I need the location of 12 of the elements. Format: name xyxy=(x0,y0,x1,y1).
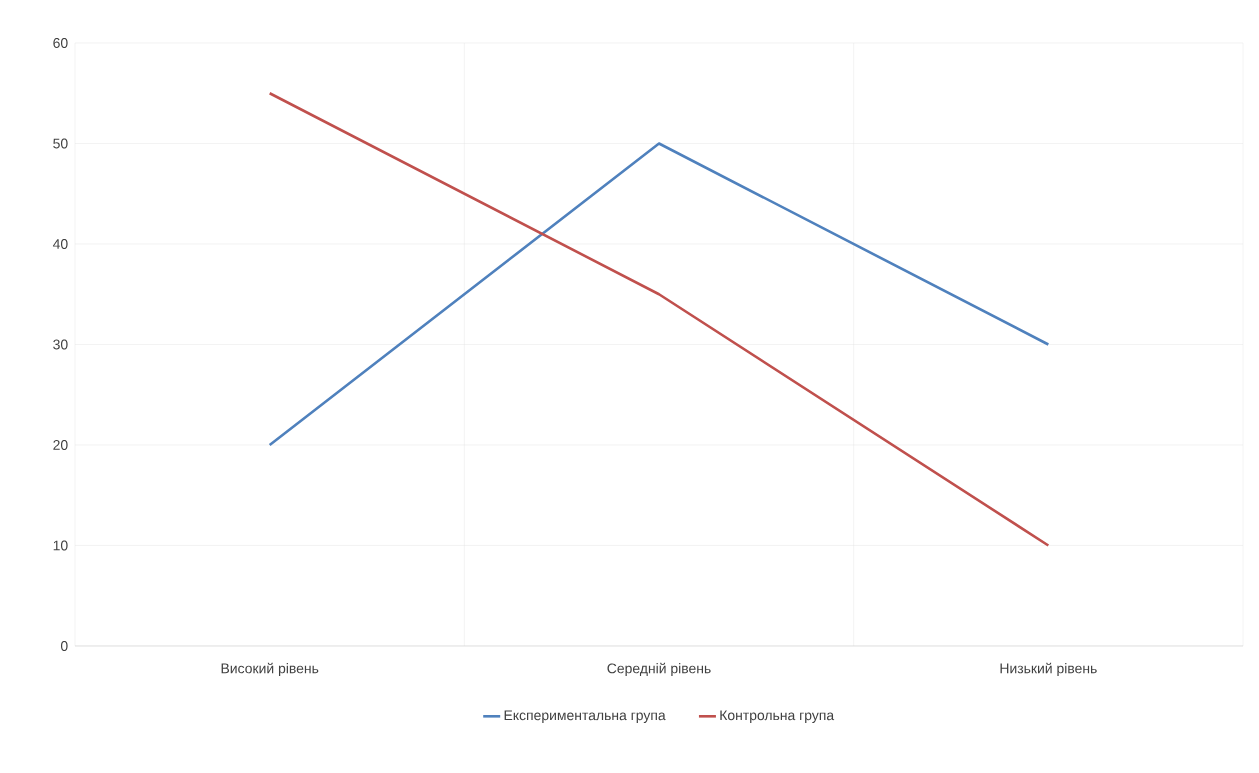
x-tick-label: Високий рівень xyxy=(221,662,319,677)
legend-label: Контрольна група xyxy=(720,710,835,723)
y-tick-label: 50 xyxy=(53,138,68,149)
y-tick-label: 20 xyxy=(53,440,68,450)
y-tick-label: 40 xyxy=(52,239,68,249)
y-tick-label: 60 xyxy=(53,38,68,48)
y-tick-label: 30 xyxy=(53,339,68,350)
legend-label: Експериментальна група xyxy=(504,710,666,723)
x-tick-label: Низький рівень xyxy=(1000,662,1097,677)
y-tick-label: 10 xyxy=(53,540,68,551)
x-tick-label: Середній рівень xyxy=(607,662,711,677)
y-tick-label: 0 xyxy=(60,641,68,651)
